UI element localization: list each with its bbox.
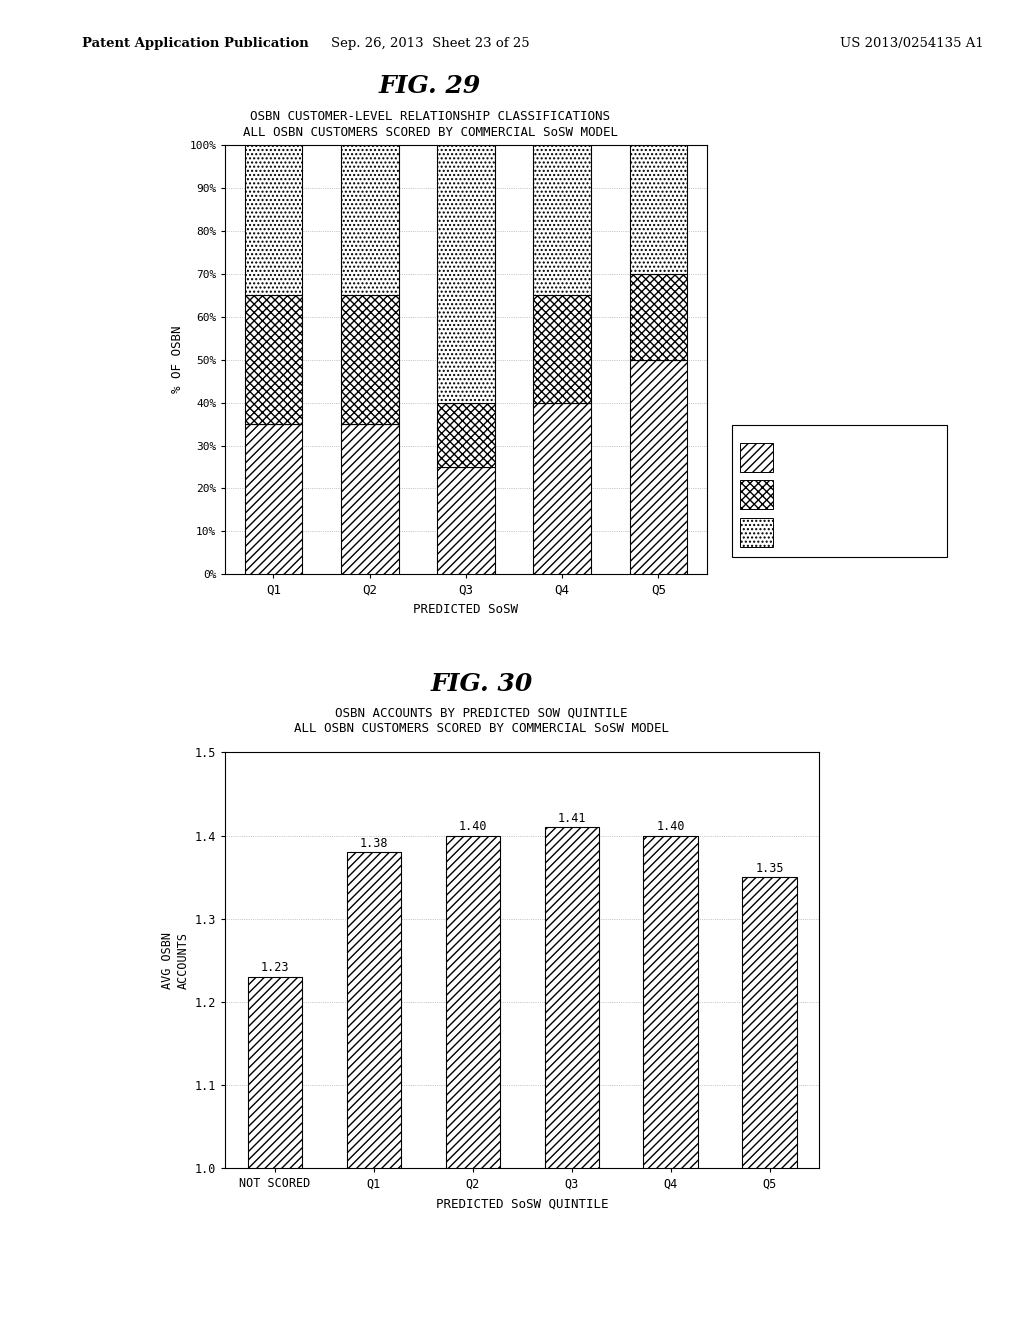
- Bar: [742, 876, 797, 1168]
- Bar: [630, 145, 687, 275]
- Text: 1.35: 1.35: [756, 862, 784, 875]
- Y-axis label: AVG OSBN
ACCOUNTS: AVG OSBN ACCOUNTS: [162, 932, 189, 989]
- Text: Sep. 26, 2013  Sheet 23 of 25: Sep. 26, 2013 Sheet 23 of 25: [331, 37, 529, 50]
- Bar: [341, 424, 398, 574]
- Bar: [245, 296, 302, 424]
- Text: US 2013/0254135 A1: US 2013/0254135 A1: [840, 37, 983, 50]
- Text: 1.40: 1.40: [656, 820, 685, 833]
- X-axis label: PREDICTED SoSW: PREDICTED SoSW: [414, 603, 518, 616]
- Bar: [630, 360, 687, 574]
- X-axis label: PREDICTED SoSW QUINTILE: PREDICTED SoSW QUINTILE: [436, 1197, 608, 1210]
- Bar: [534, 145, 591, 296]
- Bar: [437, 145, 495, 403]
- Text: 1.38: 1.38: [359, 837, 388, 850]
- Bar: [245, 145, 302, 296]
- Bar: [346, 853, 401, 1168]
- Text: CHARGE ONLY: CHARGE ONLY: [781, 451, 850, 462]
- Bar: [534, 296, 591, 403]
- Bar: [341, 145, 398, 296]
- Text: CHG + LEND: CHG + LEND: [781, 528, 844, 537]
- Text: 1.41: 1.41: [557, 812, 586, 825]
- Text: 1.23: 1.23: [260, 961, 289, 974]
- Y-axis label: % OF OSBN: % OF OSBN: [171, 326, 183, 393]
- Text: ALL OSBN CUSTOMERS SCORED BY COMMERCIAL SoSW MODEL: ALL OSBN CUSTOMERS SCORED BY COMMERCIAL …: [294, 722, 669, 735]
- Bar: [445, 836, 500, 1168]
- Text: FIG. 30: FIG. 30: [430, 672, 532, 696]
- Bar: [437, 403, 495, 467]
- Text: FIG. 29: FIG. 29: [379, 74, 481, 98]
- Bar: [341, 296, 398, 424]
- Text: LENDING ONLY: LENDING ONLY: [781, 490, 856, 500]
- Bar: [643, 836, 698, 1168]
- Bar: [534, 403, 591, 574]
- Bar: [545, 828, 599, 1168]
- Text: OSBN CUSTOMER-LEVEL RELATIONSHIP CLASSIFICATIONS: OSBN CUSTOMER-LEVEL RELATIONSHIP CLASSIF…: [250, 110, 610, 123]
- Bar: [248, 977, 302, 1168]
- Text: OSBN ACCOUNTS BY PREDICTED SOW QUINTILE: OSBN ACCOUNTS BY PREDICTED SOW QUINTILE: [335, 706, 628, 719]
- Text: ALL OSBN CUSTOMERS SCORED BY COMMERCIAL SoSW MODEL: ALL OSBN CUSTOMERS SCORED BY COMMERCIAL …: [243, 125, 617, 139]
- Bar: [630, 275, 687, 360]
- Text: Patent Application Publication: Patent Application Publication: [82, 37, 308, 50]
- Bar: [245, 424, 302, 574]
- Bar: [437, 467, 495, 574]
- Text: 1.40: 1.40: [459, 820, 487, 833]
